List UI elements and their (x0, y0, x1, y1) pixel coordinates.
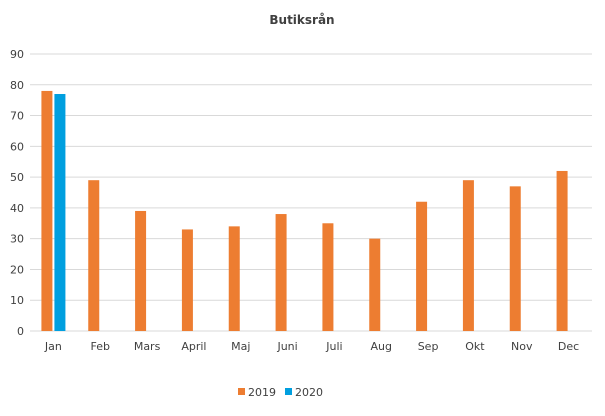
bar-2019-Juni (275, 214, 287, 331)
bar-2019-Feb (88, 180, 100, 331)
y-tick-label: 80 (10, 79, 24, 92)
y-tick-label: 20 (10, 263, 24, 276)
x-tick-label: Aug (371, 340, 392, 353)
y-tick-label: 70 (10, 110, 24, 123)
x-tick-label: Juli (325, 340, 342, 353)
legend-label-2020: 2020 (295, 386, 323, 399)
bar-2019-Nov (509, 186, 521, 331)
legend-swatch-2020 (285, 388, 292, 395)
x-tick-label: Jan (44, 340, 62, 353)
x-tick-label: Sep (418, 340, 439, 353)
x-tick-label: Juni (276, 340, 297, 353)
y-tick-label: 0 (17, 325, 24, 338)
x-tick-label: Okt (465, 340, 485, 353)
y-tick-label: 10 (10, 294, 24, 307)
x-tick-label: Mars (134, 340, 161, 353)
x-tick-label: Feb (91, 340, 110, 353)
bar-2020-Jan (54, 94, 66, 331)
bar-2019-Juli (322, 223, 334, 331)
legend-label-2019: 2019 (248, 386, 276, 399)
legend-swatch-2019 (238, 388, 245, 395)
x-tick-label: April (181, 340, 206, 353)
bar-2019-Maj (228, 226, 240, 331)
chart-title: Butiksrån (269, 13, 334, 27)
bar-2019-Aug (369, 238, 381, 331)
bar-2019-April (181, 229, 193, 331)
y-tick-label: 60 (10, 140, 24, 153)
bar-2019-Mars (135, 210, 147, 331)
x-tick-label: Maj (231, 340, 250, 353)
y-tick-label: 40 (10, 202, 24, 215)
x-tick-label: Dec (558, 340, 579, 353)
bar-2019-Sep (416, 201, 428, 331)
bar-2019-Jan (41, 90, 53, 331)
bar-2019-Okt (462, 180, 474, 331)
y-tick-label: 30 (10, 233, 24, 246)
y-tick-label: 90 (10, 48, 24, 61)
x-tick-label: Nov (511, 340, 533, 353)
y-tick-label: 50 (10, 171, 24, 184)
bar-2019-Dec (556, 170, 568, 331)
